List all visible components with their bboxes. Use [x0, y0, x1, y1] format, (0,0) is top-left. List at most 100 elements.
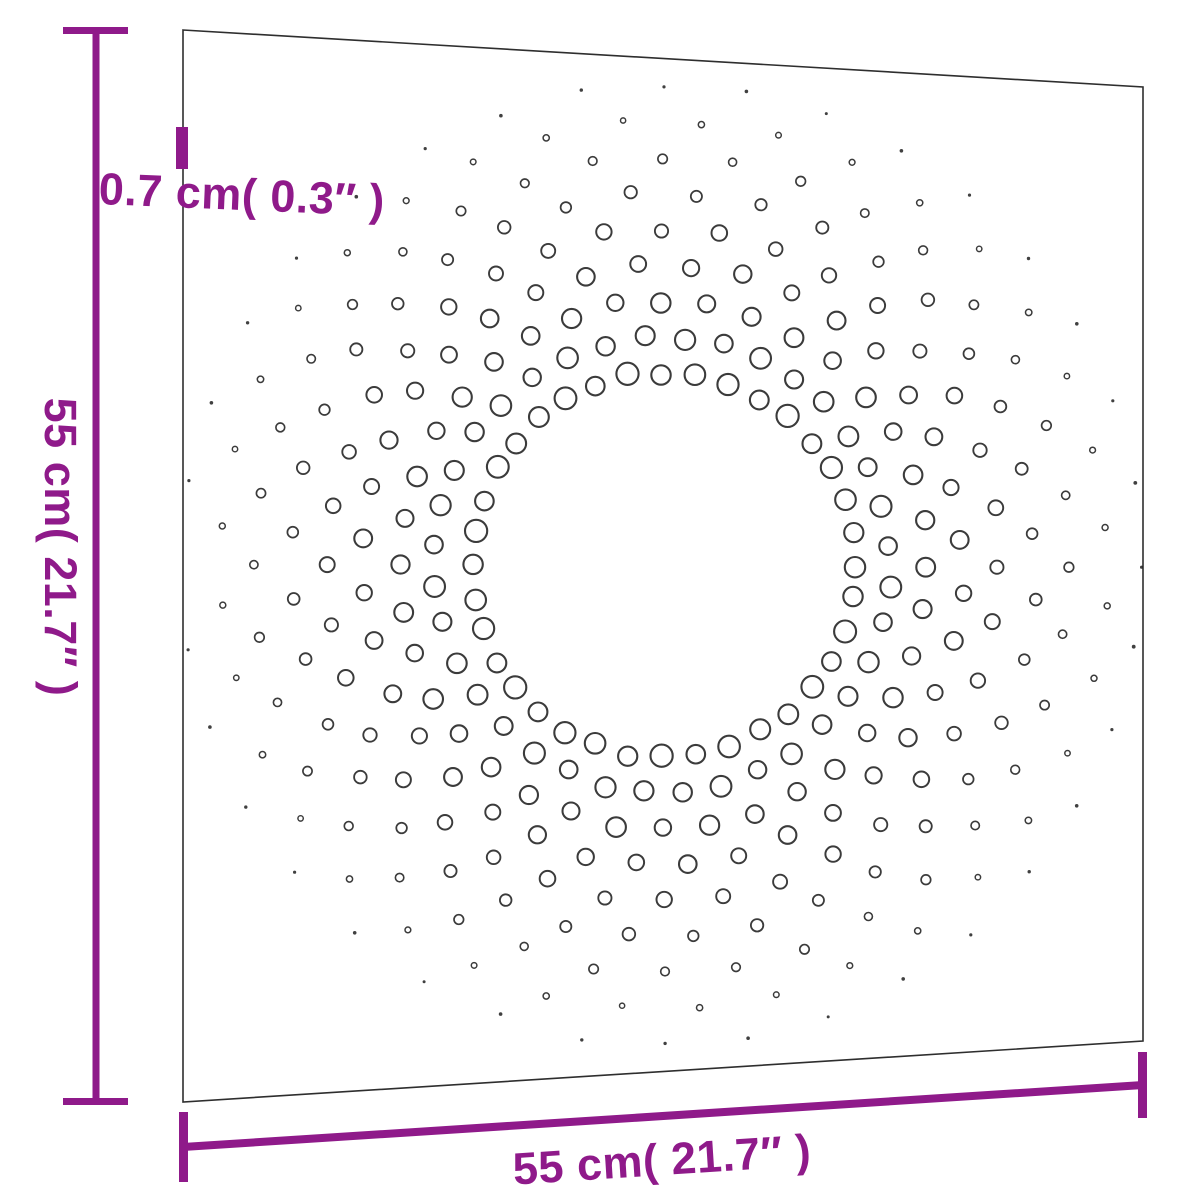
perforation-dot [441, 253, 455, 267]
perforation-dot [650, 364, 672, 386]
perforation-dot [864, 766, 883, 785]
perforation-dot [218, 522, 227, 530]
perforation-dot [883, 422, 903, 441]
perforation-dot [945, 386, 964, 405]
perforation-dot [787, 781, 807, 802]
perforation-dot [587, 155, 598, 167]
perforation-dot [1057, 629, 1068, 640]
perforation-dot [353, 528, 374, 549]
perforation-dot [440, 298, 458, 316]
perforation-dot [584, 375, 606, 397]
perforation-dot [879, 575, 903, 599]
perforation-dot [689, 189, 703, 203]
perforation-dot [780, 742, 803, 766]
perforation-dot [405, 381, 425, 400]
perforation-dot [824, 758, 846, 781]
perforation-dot [987, 499, 1005, 517]
perforation-dot [395, 821, 408, 835]
perforation-dot [617, 745, 639, 767]
perforation-dot [969, 933, 973, 937]
perforation-dot [606, 293, 625, 313]
perforation-dot [379, 430, 399, 450]
perforation-dot [994, 715, 1009, 731]
height-dimension-top-cap [63, 27, 128, 34]
perforation-dot [826, 1015, 830, 1019]
perforation-dot [453, 913, 465, 926]
perforation-dot [672, 782, 693, 803]
perforation-dot [594, 776, 617, 799]
perforation-dot [969, 672, 987, 689]
perforation-dot [272, 697, 283, 708]
perforation-dot [943, 630, 964, 651]
perforation-dot [498, 1012, 503, 1016]
perforation-dot [872, 255, 885, 268]
perforation-dot [843, 521, 865, 544]
perforation-dot [1103, 602, 1111, 610]
perforation-dot [727, 157, 738, 167]
perforation-dot [275, 422, 286, 433]
perforation-dot [657, 153, 669, 165]
height-dimension-bottom-cap [63, 1098, 128, 1105]
perforation-dot [1039, 699, 1051, 711]
perforation-dot [869, 297, 887, 314]
perforation-dot [687, 929, 700, 943]
perforation-dot [440, 345, 458, 364]
perforation-dot [231, 445, 239, 453]
perforation-dot [1131, 644, 1136, 649]
perforation-dot [527, 406, 550, 428]
perforation-dot [848, 158, 856, 166]
perforation-dot [857, 723, 877, 743]
perforation-dot [775, 403, 800, 429]
perforation-dot [898, 727, 918, 748]
perforation-dot [424, 534, 444, 555]
perforation-dot [697, 294, 717, 314]
perforation-dot [471, 616, 496, 641]
perforation-dot [837, 425, 860, 448]
perforation-dot [186, 648, 190, 652]
perforation-dot [627, 853, 646, 872]
perforation-dot [390, 554, 411, 575]
perforation-dot [405, 643, 425, 663]
perforation-dot [484, 803, 502, 821]
perforation-dot [695, 1003, 704, 1012]
perforation-dot [741, 306, 762, 327]
perforation-dot [422, 688, 445, 710]
perforation-dot [1060, 490, 1071, 501]
perforation-dot [1018, 653, 1031, 666]
perforation-dot [717, 734, 741, 759]
perforation-dot [745, 804, 765, 824]
perforation-dot [746, 1036, 750, 1040]
perforation-dot [843, 555, 867, 579]
perforation-dot [710, 224, 729, 242]
perforation-dot [362, 727, 378, 743]
perforation-dot [245, 321, 250, 325]
perforation-dot [294, 256, 299, 260]
perforation-dot [496, 220, 512, 235]
perforation-dot [561, 801, 581, 821]
perforation-dot [394, 872, 405, 883]
perforation-dot [698, 814, 721, 836]
perforation-dot [493, 716, 514, 736]
perforation-dot [811, 893, 825, 907]
perforation-dot [1074, 804, 1079, 808]
perforation-dot [846, 961, 854, 970]
perforation-dot [912, 599, 933, 620]
perforation-dot [355, 584, 373, 602]
perforation-dot [873, 612, 893, 633]
perforation-dot [824, 804, 842, 822]
perforation-dot [219, 601, 227, 609]
width-dimension-right-cap [1138, 1052, 1147, 1118]
perforation-dot [469, 158, 477, 166]
perforation-dot [716, 372, 740, 397]
perforation-dot [915, 510, 936, 531]
perforation-dot [901, 977, 905, 981]
perforation-dot [558, 759, 579, 780]
perforation-dot [754, 198, 768, 212]
perforation-dot [595, 336, 616, 357]
perforation-dot [962, 772, 975, 786]
perforation-dot [826, 310, 847, 331]
perforation-dot [449, 724, 469, 743]
perforation-dot [915, 556, 937, 578]
perforation-dot [343, 248, 352, 257]
perforation-dot [579, 88, 583, 92]
